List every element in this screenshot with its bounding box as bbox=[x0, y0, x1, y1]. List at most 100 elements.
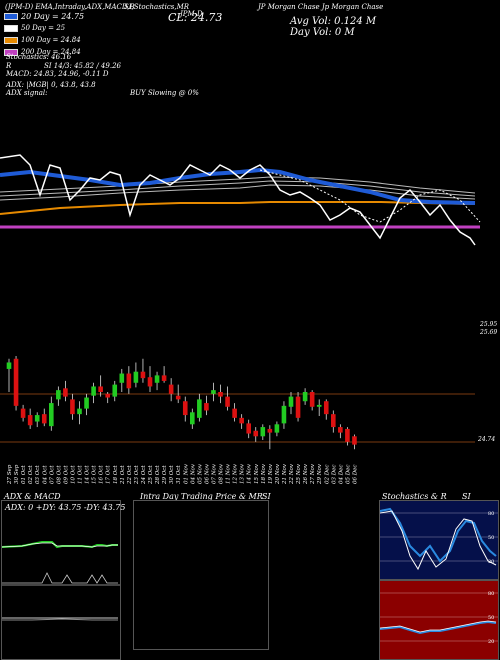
date-tick-label: 30 Oct bbox=[169, 465, 175, 484]
candle-body bbox=[41, 414, 47, 424]
candle-body bbox=[288, 396, 294, 407]
adx-chart bbox=[2, 541, 120, 621]
r-tick-50: 50 bbox=[488, 615, 494, 621]
date-tick-label: 25 Oct bbox=[148, 465, 154, 485]
date-tick-label: 25 Nov bbox=[296, 463, 302, 485]
date-tick-label: 28 Oct bbox=[155, 465, 161, 485]
dotted-trend-line bbox=[259, 169, 481, 223]
candle-body bbox=[246, 423, 251, 434]
candle-body bbox=[218, 392, 223, 397]
date-tick-label: 26 Nov bbox=[303, 463, 309, 485]
price-chart: 25.95 25.69 24.74 27 Sep 30 Sep 01 Oct 02 O… bbox=[0, 154, 497, 485]
legend-ema20: 20 Day = 24.75 bbox=[4, 12, 84, 21]
date-tick-label: 08 Nov bbox=[219, 463, 225, 484]
date-tick-label: 29 Oct bbox=[162, 465, 168, 485]
intra-panel-title: Intra Day Trading Price & MR bbox=[140, 492, 263, 501]
stoch-k-line bbox=[380, 507, 497, 563]
candle-body bbox=[352, 436, 357, 445]
date-tick-label: 24 Oct bbox=[141, 465, 147, 485]
legend-ema50-label: 50 Day = 25 bbox=[21, 24, 66, 32]
date-tick-label: 22 Oct bbox=[127, 465, 133, 485]
candle-body bbox=[34, 415, 40, 422]
candle-body bbox=[27, 415, 33, 426]
adx-signal-line bbox=[2, 572, 118, 584]
ema200-swatch bbox=[4, 48, 18, 56]
date-tick-label: 07 Oct bbox=[49, 465, 55, 484]
date-tick-label: 27 Sep bbox=[7, 464, 13, 485]
candle-body bbox=[20, 408, 26, 418]
candle-body bbox=[175, 395, 181, 400]
date-tick-label: 30 Sep bbox=[14, 464, 20, 484]
adx-panel: ADX: 0 +DY: 43.75 -DY: 43.75 bbox=[1, 500, 125, 660]
ema20-line bbox=[0, 167, 476, 205]
ema50-line-b bbox=[0, 180, 476, 197]
date-tick-label: 05 Nov bbox=[197, 463, 203, 484]
intraday-panel bbox=[133, 500, 269, 650]
r-label: R bbox=[6, 62, 12, 70]
date-tick-label: 14 Nov bbox=[247, 463, 253, 484]
candle-body bbox=[204, 403, 209, 411]
date-tick-label: 05 Dec bbox=[345, 465, 351, 485]
date-tick-label: 15 Oct bbox=[92, 465, 98, 484]
candle-body bbox=[49, 403, 54, 427]
date-tick-label: 09 Oct bbox=[63, 465, 69, 484]
date-tick-label: 14 Oct bbox=[85, 465, 91, 484]
candle-body bbox=[70, 399, 75, 415]
candle-body bbox=[140, 371, 146, 379]
ema100-swatch bbox=[4, 36, 18, 44]
adx-value: ADX: |MGB| 0, 43.8, 43.8 bbox=[6, 81, 96, 89]
candle-body bbox=[274, 424, 280, 433]
price-axis-top-2: 25.69 bbox=[479, 329, 497, 336]
date-tick-label: 04 Oct bbox=[42, 465, 48, 484]
candle-body bbox=[295, 396, 301, 418]
adx-white-line bbox=[2, 542, 118, 548]
candle-body bbox=[309, 392, 315, 407]
date-tick-label: 12 Nov bbox=[233, 463, 239, 484]
stoch-tick-50: 50 bbox=[488, 535, 494, 541]
date-tick-label: 15 Nov bbox=[254, 463, 260, 484]
date-axis: 27 Sep 30 Sep 01 Oct 02 Oct 03 Oct 04 Oct 07 O… bbox=[7, 463, 358, 485]
adx-panel-title: ADX & MACD bbox=[4, 492, 61, 501]
date-tick-label: 22 Nov bbox=[289, 463, 295, 485]
buy-signal-text: BUY Slowing @ 0% bbox=[130, 89, 199, 97]
date-tick-label: 02 Oct bbox=[28, 465, 34, 484]
r-white-line bbox=[380, 620, 497, 633]
date-tick-label: 07 Nov bbox=[211, 463, 217, 484]
avg-volume-label: Avg Vol: 0.124 M bbox=[290, 16, 377, 27]
date-tick-label: 23 Oct bbox=[134, 465, 140, 485]
candle-body bbox=[260, 427, 266, 437]
ema100-line bbox=[0, 201, 476, 215]
candle-body bbox=[91, 386, 96, 396]
candle-body bbox=[154, 375, 160, 383]
header-ticker: JPM-D bbox=[180, 10, 203, 18]
close-price-label: CL: 24.73 bbox=[168, 11, 223, 24]
candle-body bbox=[84, 397, 89, 409]
date-tick-label: 21 Nov bbox=[282, 463, 288, 485]
candle-body bbox=[147, 377, 153, 387]
date-tick-label: 03 Dec bbox=[331, 465, 337, 485]
date-tick-label: 01 Oct bbox=[21, 465, 27, 484]
candle-body bbox=[77, 408, 82, 415]
r-tick-80: 80 bbox=[488, 591, 494, 597]
day-volume-label: Day Vol: 0 M bbox=[290, 27, 355, 38]
candle-body bbox=[225, 396, 230, 407]
r-chart: 80 50 20 bbox=[380, 591, 498, 645]
candle-body bbox=[182, 401, 188, 416]
r-blue-line bbox=[380, 620, 497, 635]
candle-body bbox=[98, 386, 103, 392]
intra-panel-si: SI bbox=[262, 492, 271, 501]
candle-body bbox=[338, 427, 343, 433]
date-tick-label: 11 Nov bbox=[226, 463, 232, 484]
legend-ema20-label: 20 Day = 24.75 bbox=[21, 12, 85, 21]
stochastics-value: Stochastics: 46.16 bbox=[6, 53, 72, 61]
candle-body bbox=[331, 414, 336, 428]
stoch-tick-80: 80 bbox=[488, 511, 494, 517]
price-line bbox=[0, 154, 476, 246]
candle-body bbox=[239, 417, 244, 424]
candlestick-series bbox=[6, 356, 357, 450]
ema50-swatch bbox=[4, 24, 18, 32]
date-tick-label: 18 Nov bbox=[261, 463, 267, 484]
ema50-line-c bbox=[0, 176, 476, 194]
date-tick-label: 20 Nov bbox=[275, 463, 281, 485]
stochastics-chart: 80 50 20 bbox=[380, 507, 498, 571]
